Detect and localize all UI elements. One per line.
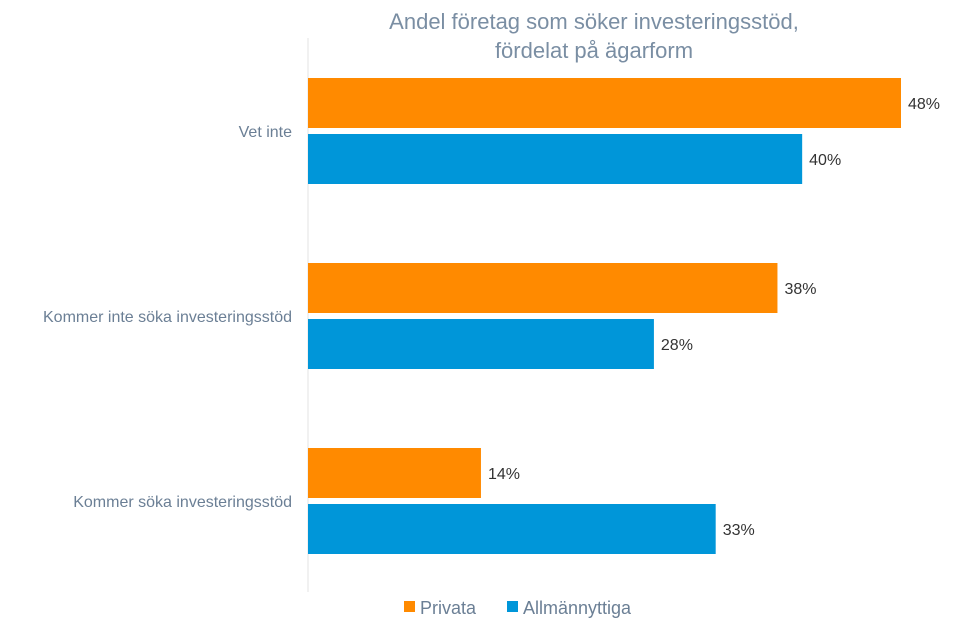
bar-privata: [308, 448, 481, 498]
category-label: Vet inte: [239, 124, 292, 141]
data-label: 33%: [723, 522, 755, 539]
data-label: 28%: [661, 337, 693, 354]
legend-label-privata: Privata: [420, 598, 477, 618]
bar-allmannyttiga: [308, 504, 716, 554]
data-label: 38%: [784, 281, 816, 298]
chart-title-line-1: Andel företag som söker investeringsstöd…: [389, 9, 799, 34]
bars: [308, 78, 901, 554]
data-label: 14%: [488, 466, 520, 483]
data-label: 48%: [908, 96, 940, 113]
legend: Privata Allmännyttiga: [404, 598, 632, 618]
category-label: Kommer inte söka investeringsstöd: [43, 309, 292, 326]
legend-swatch-privata: [404, 601, 415, 612]
bar-privata: [308, 78, 901, 128]
chart-title-line-2: fördelat på ägarform: [495, 38, 693, 63]
category-label: Kommer söka investeringsstöd: [73, 494, 292, 511]
data-labels: 48% 40% 38% 28% 14% 33%: [488, 96, 940, 539]
legend-swatch-allmannyttiga: [507, 601, 518, 612]
bar-privata: [308, 263, 778, 313]
chart-title: Andel företag som söker investeringsstöd…: [389, 9, 799, 63]
bar-allmannyttiga: [308, 134, 803, 184]
bar-allmannyttiga: [308, 319, 654, 369]
category-labels: Vet inte Kommer inte söka investeringsstö…: [43, 124, 292, 511]
data-label: 40%: [809, 152, 841, 169]
legend-label-allmannyttiga: Allmännyttiga: [523, 598, 632, 618]
